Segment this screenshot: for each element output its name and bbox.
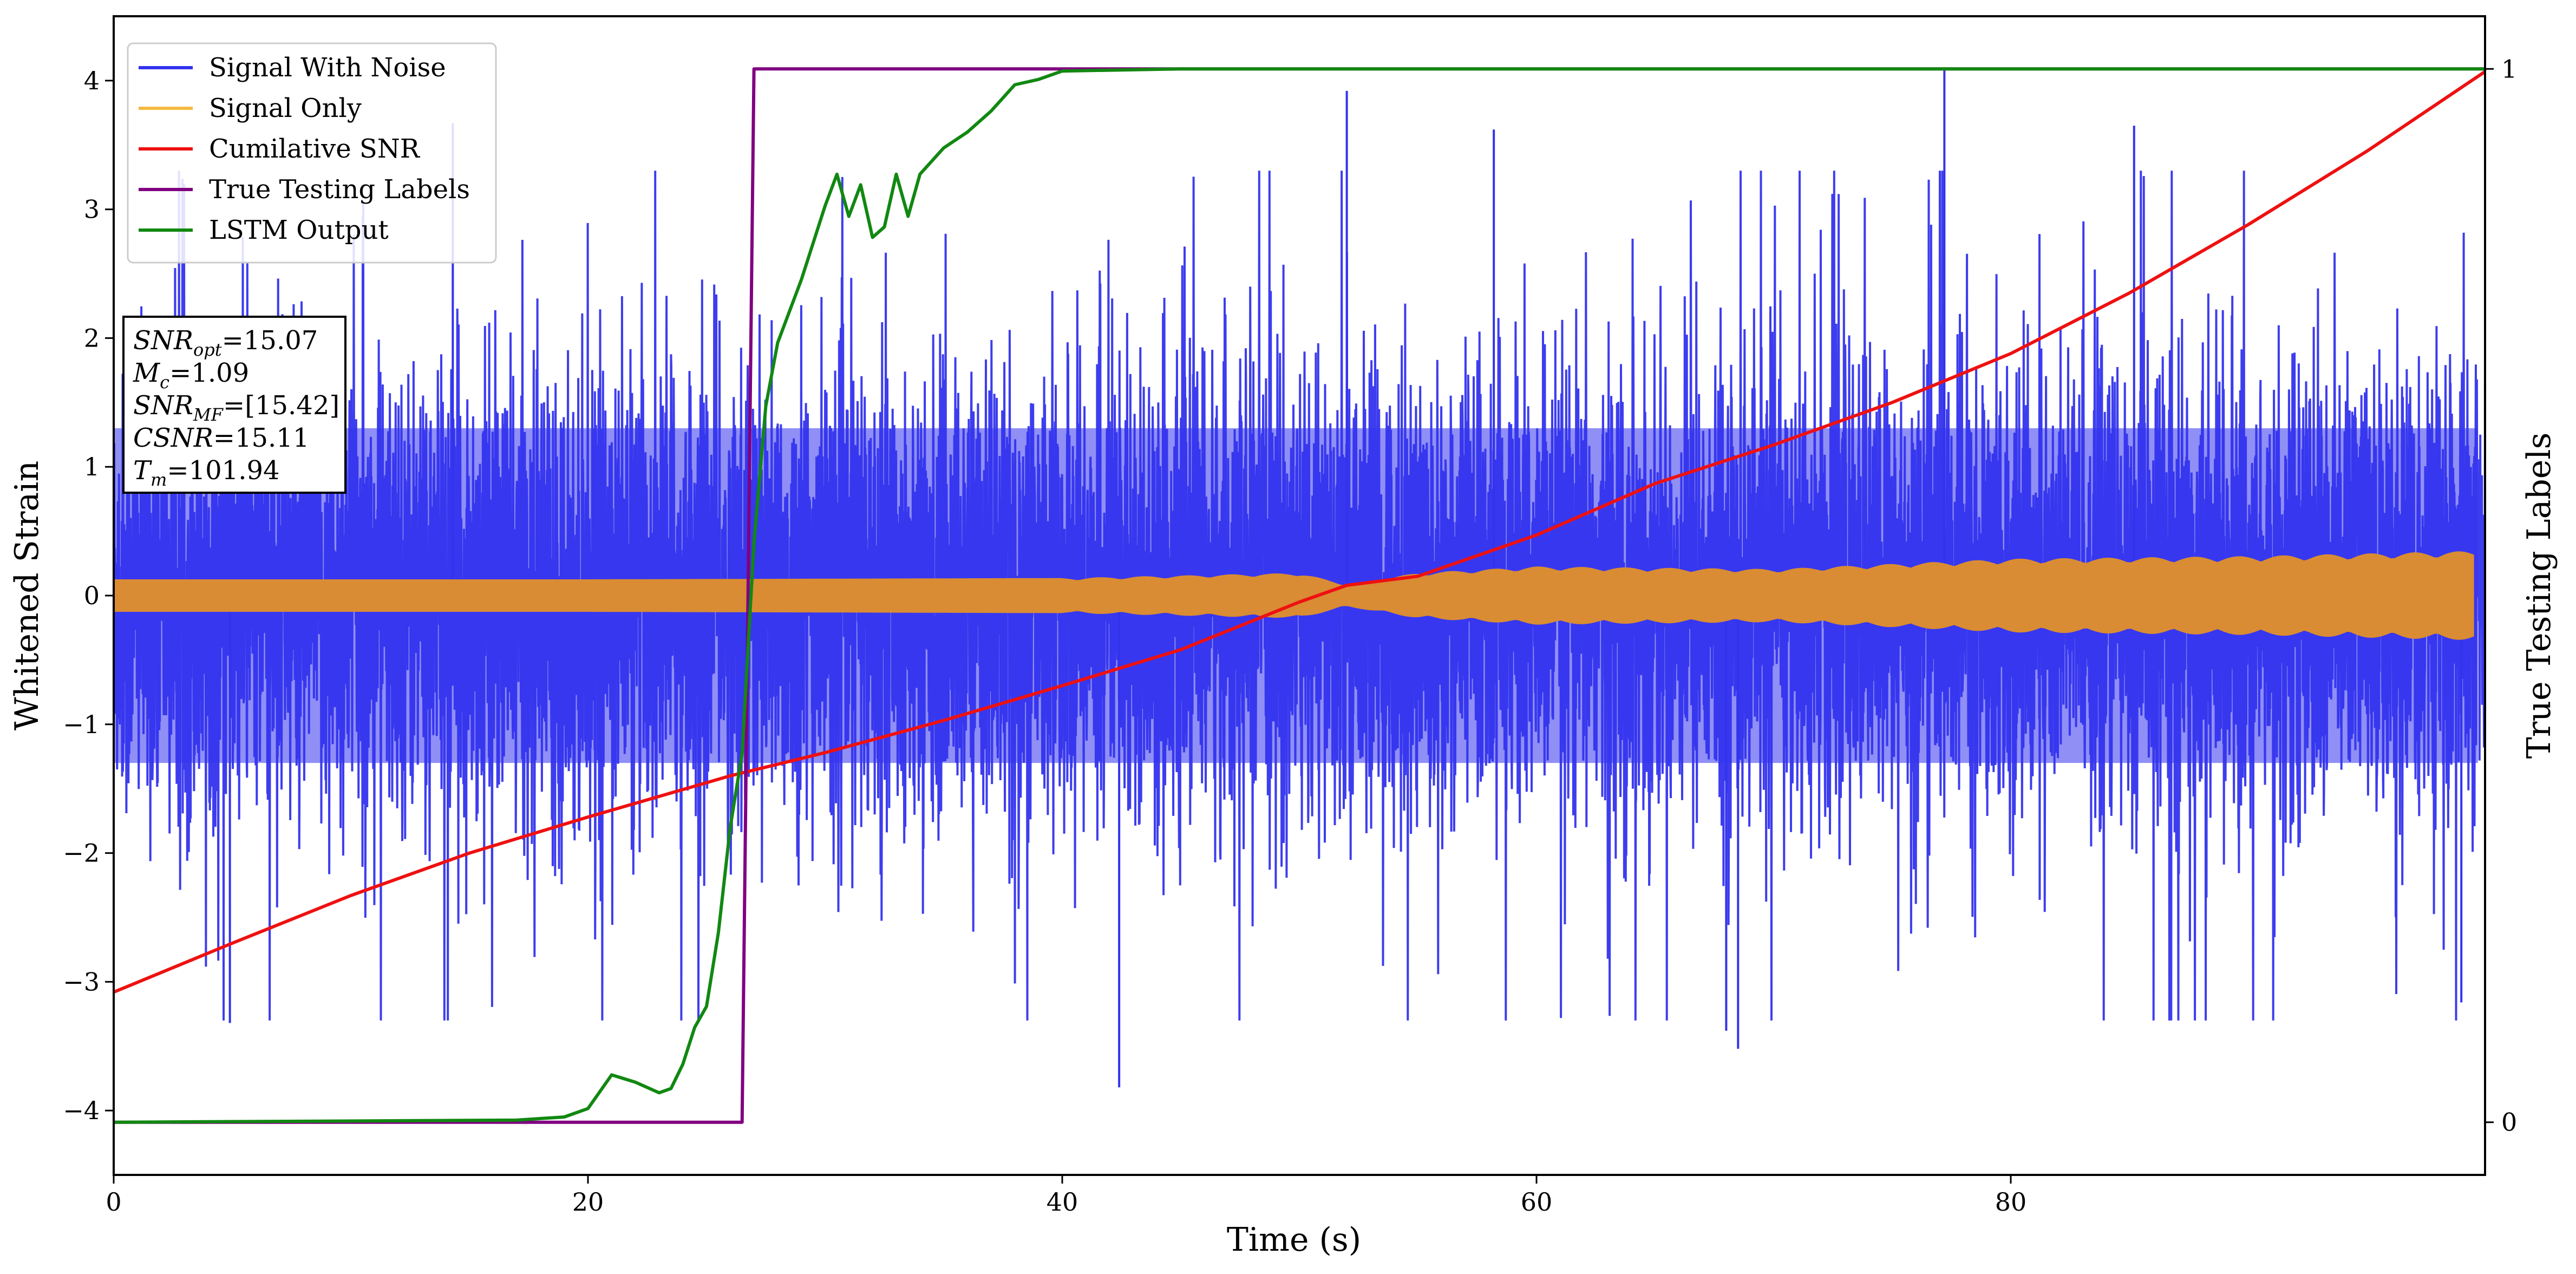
x-tick-label: 0 (106, 1187, 121, 1217)
info-box-line: CSNR=15.11 (133, 423, 309, 453)
y-tick-label: 3 (84, 195, 100, 224)
legend-label: Cumilative SNR (209, 134, 421, 164)
legend-label: Signal With Noise (209, 53, 446, 83)
y2-tick-label: 0 (2501, 1108, 2517, 1137)
x-tick-label: 40 (1047, 1187, 1078, 1217)
x-axis-label: Time (s) (1227, 1221, 1361, 1259)
y-tick-label: −3 (63, 967, 100, 996)
info-box-line: SNRopt=15.07 (133, 325, 318, 360)
signal-only-series (114, 551, 2474, 640)
y-tick-label: −4 (63, 1096, 100, 1125)
signal-envelope (114, 551, 2474, 640)
y-tick-label: 0 (84, 581, 100, 610)
cumilative-snr-line (114, 70, 2485, 994)
y-tick-label: 1 (84, 452, 100, 481)
legend: Signal With Noise Signal Only Cumilative S… (127, 42, 497, 264)
y-tick-label: 2 (84, 323, 100, 352)
x-tick-label: 20 (572, 1187, 604, 1217)
lstm-output-line (114, 67, 2485, 1124)
info-box-frame (122, 316, 346, 494)
legend-frame (127, 42, 497, 264)
legend-label: LSTM Output (209, 215, 389, 245)
info-box-line: Tm=101.94 (133, 455, 280, 490)
legend-label: Signal Only (209, 93, 362, 123)
x-tick-label: 80 (1995, 1187, 2027, 1217)
x-tick-label: 60 (1521, 1187, 1553, 1217)
y-axis-label: Whitened Strain (8, 461, 46, 730)
y-tick-label: −1 (63, 710, 100, 739)
info-box-line: Mc=1.09 (133, 358, 249, 393)
info-box-line: SNRMF=[15.42] (133, 390, 339, 425)
y2-axis-label: True Testing Labels (2520, 433, 2558, 759)
line-series-group (114, 67, 2485, 1124)
info-box: SNRopt=15.07Mc=1.09SNRMF=[15.42]CSNR=15.… (122, 316, 346, 494)
y-tick-label: −2 (63, 839, 100, 868)
y2-tick-label: 1 (2501, 54, 2517, 83)
legend-label: True Testing Labels (209, 174, 470, 205)
y-tick-label: 4 (84, 66, 100, 95)
